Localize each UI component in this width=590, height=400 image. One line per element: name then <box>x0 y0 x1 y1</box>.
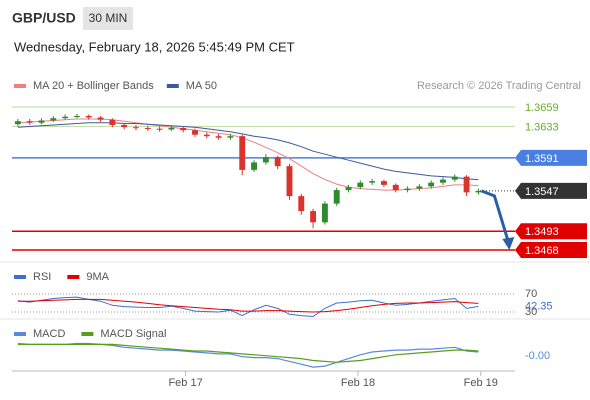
source: Research © 2026 Trading Central <box>417 80 581 92</box>
legend-label: MA 20 + Bollinger Bands <box>33 80 154 92</box>
level-label-box <box>515 223 587 240</box>
level-label: 1.3547 <box>525 186 559 198</box>
candle-body <box>215 136 222 138</box>
candle-body <box>192 130 198 135</box>
candle-body <box>321 203 328 223</box>
candle-body <box>227 136 234 138</box>
candle-body <box>392 184 399 191</box>
timeframe: 30 MIN <box>89 11 128 25</box>
level-label: 1.3591 <box>525 153 559 165</box>
forecast-arrow <box>480 189 510 243</box>
candle-body <box>144 127 151 129</box>
legend-swatch <box>81 332 94 336</box>
candle-body <box>26 121 33 123</box>
legend-label: RSI <box>33 271 51 283</box>
candle-body <box>180 127 187 131</box>
legend-swatch <box>14 275 26 279</box>
candle-body <box>286 166 293 197</box>
legend-label: MACD Signal <box>100 328 166 340</box>
forecast-arrowhead <box>502 237 515 251</box>
moving-average <box>17 122 479 181</box>
timeframe-box <box>83 7 133 30</box>
candle-body <box>109 119 116 125</box>
level-label-box <box>515 242 587 259</box>
level-label-box <box>515 182 587 199</box>
candle-body <box>121 124 128 128</box>
rsi-value-label: 42.35 <box>525 300 553 312</box>
candle-body <box>203 134 210 137</box>
candle-body <box>274 157 281 167</box>
x-tick-label: Feb 19 <box>464 377 498 389</box>
x-tick-label: Feb 18 <box>341 377 375 389</box>
level-label: 1.3493 <box>525 226 559 238</box>
candle-body <box>251 162 258 170</box>
candle-body <box>369 181 376 183</box>
timestamp: Wednesday, February 18, 2026 5:45:49 PM … <box>14 39 295 54</box>
candle-body <box>451 176 458 180</box>
candle-body <box>168 127 175 130</box>
candle-body <box>156 128 163 130</box>
y-tick-label: 30 <box>525 306 537 318</box>
level-label: 1.3633 <box>525 121 559 133</box>
legend-swatch <box>166 84 179 88</box>
level-label: 1.3659 <box>525 102 559 114</box>
candle-body <box>62 116 69 119</box>
candle-body <box>73 115 80 117</box>
y-tick-label: 70 <box>525 288 537 300</box>
candle-body <box>463 176 470 193</box>
legend-swatch <box>14 84 26 88</box>
candle-body <box>310 211 317 223</box>
candle-body <box>440 179 446 183</box>
candle-body <box>50 118 57 121</box>
candle-body <box>97 117 104 120</box>
candle-body <box>85 115 92 118</box>
legend-swatch <box>67 275 80 279</box>
candle-body <box>262 157 269 163</box>
candle-body <box>345 187 352 191</box>
macd-value-label: -0.00 <box>525 350 550 362</box>
candle-body <box>38 120 45 123</box>
legend-label: MACD <box>33 328 65 340</box>
candle-body <box>14 121 21 125</box>
level-label: 1.3468 <box>525 245 559 257</box>
candle-body <box>404 188 411 191</box>
x-tick-label: Feb 17 <box>168 377 202 389</box>
rsi-line <box>17 298 479 313</box>
candle-body <box>428 182 435 187</box>
macd-line <box>17 342 479 368</box>
candle-body <box>239 136 246 170</box>
rsi-line <box>17 296 479 318</box>
candle-body <box>133 127 139 129</box>
legend-label: MA 50 <box>186 80 217 92</box>
candle-body <box>380 181 387 185</box>
level-label-box <box>515 149 587 166</box>
candle-body <box>333 190 340 204</box>
chart-title: GBP/USD <box>12 10 76 26</box>
candle-body <box>416 186 423 189</box>
legend-label: 9MA <box>86 271 109 283</box>
moving-average <box>17 118 479 191</box>
candle-body <box>298 196 305 212</box>
candle-body <box>475 190 482 193</box>
candle-body <box>357 182 364 188</box>
legend-swatch <box>14 332 26 336</box>
macd-line <box>17 343 479 363</box>
